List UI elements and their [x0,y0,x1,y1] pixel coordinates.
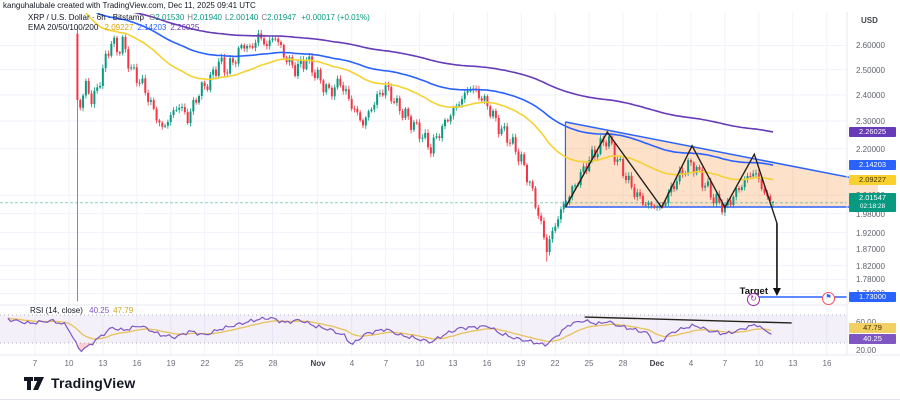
ohlc-label: H [187,13,194,22]
ema-lines [84,13,774,181]
time-tick-13: 13 [448,359,458,368]
time-tick-10: 10 [415,359,425,368]
ema-50-badge: 2.09227 [849,175,896,185]
ema-50-line [84,13,774,181]
ema-values: 2.09227 2.14203 2.26025 [101,23,200,32]
price-tick: 1.92000 [856,229,885,238]
time-tick-10: 10 [754,359,764,368]
flag-icon[interactable]: ⚑ [822,292,835,305]
time-tick-19: 19 [516,359,526,368]
tradingview-logo-text: TradingView [51,375,136,391]
ohlc-value: 2.00140 [229,13,259,22]
time-tick-16: 16 [822,359,832,368]
time-tick-28: 28 [618,359,628,368]
rsi-values: 40.25 47.79 [85,306,133,315]
ohlc-values: O2.01530 H2.01940 L2.00140 C2.01947 [146,13,296,22]
time-tick-22: 22 [200,359,210,368]
rsi-tick: 60.00 [856,318,876,327]
ema-legend-label[interactable]: EMA 20/50/100/200 [28,23,99,32]
time-tick-7: 7 [383,359,389,368]
time-tick-7: 7 [32,359,38,368]
rsi-value-badge: 40.25 [849,334,896,344]
ohlc-label: O [149,13,156,22]
ema-200-line [132,13,774,133]
time-tick-4: 4 [349,359,355,368]
tradingview-logo-icon [24,376,44,390]
rsi-tick: 20.00 [856,346,877,355]
rsi-legend[interactable]: RSI (14, close) 40.25 47.79 [30,306,133,316]
ema-value: 2.26025 [170,23,200,32]
tradingview-logo[interactable]: TradingView [24,375,135,391]
time-tick-13: 13 [788,359,798,368]
price-tick: 2.40000 [856,91,885,100]
ohlc-value: 2.01530 [155,13,185,22]
rsi-ma-badge: 47.79 [849,323,896,333]
symbol-legend[interactable]: XRP / U.S. Dollar · 6h · Bitstamp O2.015… [28,13,370,23]
time-tick-25: 25 [584,359,594,368]
target-price-badge: 1.73000 [849,292,896,302]
price-tick: 1.98000 [856,210,885,219]
cycle-icon[interactable]: ↻ [747,293,760,306]
ohlc-value: 2.01947 [267,13,297,22]
time-tick-4: 4 [688,359,694,368]
price-tick: 2.60000 [856,41,885,50]
ema-100-line [95,13,774,166]
currency-label: USD [861,16,878,25]
ohlc-value: 2.01940 [193,13,222,22]
ema-100-badge: 2.14203 [849,160,896,170]
time-tick-22: 22 [550,359,560,368]
price-tick: 2.30000 [856,117,885,126]
ema-value: 2.14203 [137,23,167,32]
pattern-zigzag [564,130,778,224]
time-tick-28: 28 [268,359,278,368]
attribution-text: kanguhalubale created with TradingView.c… [3,1,256,10]
ema-legend[interactable]: EMA 20/50/100/200 2.09227 2.14203 2.26025 [28,23,199,33]
price-tick: 1.82000 [856,262,885,271]
ohlc-label: C [261,13,268,22]
rsi-value: 40.25 [89,306,110,315]
last-price-badge: 2.01547 02:18:28 [849,193,896,212]
time-tick-25: 25 [234,359,244,368]
rsi-value: 47.79 [113,306,134,315]
time-tick-10: 10 [64,359,74,368]
rsi-line [7,316,772,353]
price-tick: 1.78000 [856,275,885,284]
time-tick-13: 13 [98,359,108,368]
time-tick-19: 19 [166,359,176,368]
rsi-trendline [584,316,792,324]
time-tick-Nov: Nov [310,359,326,368]
time-tick-16: 16 [482,359,492,368]
rsi-legend-label[interactable]: RSI (14, close) [30,306,83,315]
change-value: +0.00017 (+0.01%) [301,13,370,22]
symbol-title[interactable]: XRP / U.S. Dollar · 6h · Bitstamp [28,13,144,22]
price-tick: 2.20000 [856,145,885,154]
ohlc-label: L [224,13,230,22]
price-tick: 1.87000 [856,245,885,254]
time-tick-Dec: Dec [649,359,665,368]
time-tick-7: 7 [722,359,728,368]
time-tick-16: 16 [132,359,142,368]
countdown-timer: 02:18:28 [859,203,886,210]
rsi-ma-line [7,317,772,343]
price-tick: 2.50000 [856,66,885,75]
ema-200-badge: 2.26025 [849,127,896,137]
ema-value: 2.09227 [104,23,134,32]
target-label[interactable]: Target [739,286,768,297]
